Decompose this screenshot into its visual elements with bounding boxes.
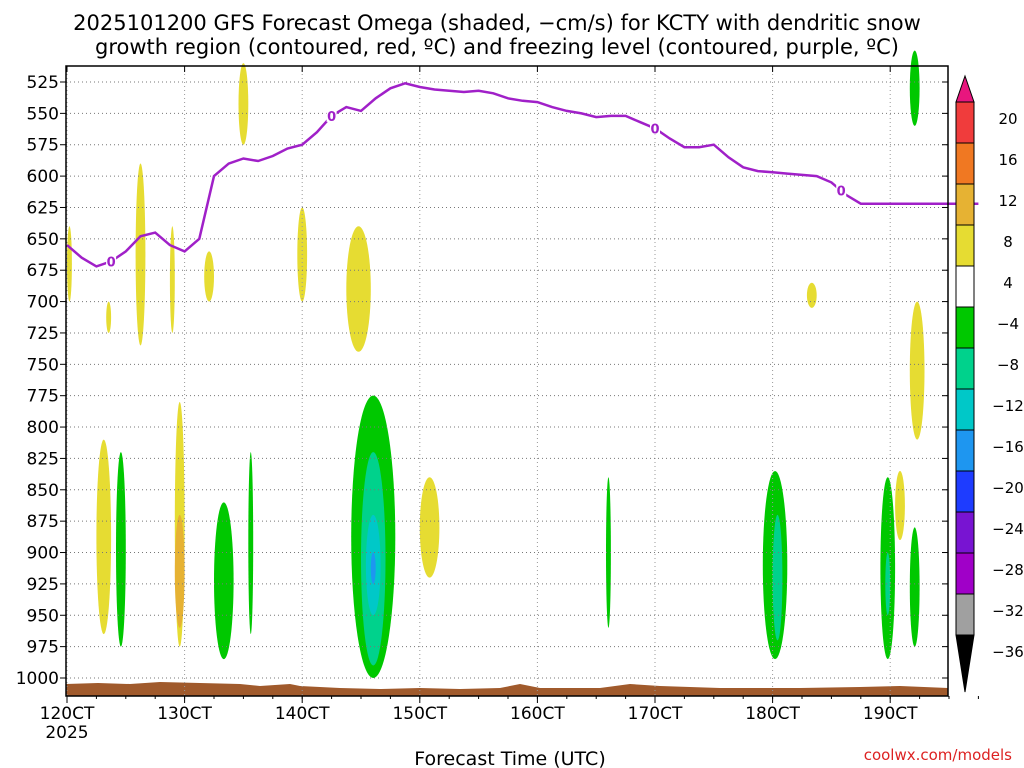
colorbar-tick-label: −4	[997, 315, 1019, 333]
omega-shaded-region	[909, 527, 920, 647]
omega-shaded-region	[346, 226, 371, 352]
freezing-level-label: 0	[107, 255, 116, 270]
omega-shaded-region	[174, 514, 185, 628]
omega-shaded-region	[772, 514, 783, 641]
x-tick-label: 120CT	[40, 704, 95, 724]
omega-shaded-region	[895, 470, 905, 540]
freezing-level-label-bg	[836, 182, 847, 197]
colorbar: 20 16 12 8 4 −4 −8 −12 −16 −20 −24 −28 −32 −36	[955, 74, 1024, 693]
omega-shaded-region	[135, 163, 146, 346]
y-tick-label: 775	[27, 387, 59, 407]
colorbar-band	[955, 593, 975, 636]
colorbar-band	[955, 183, 975, 226]
colorbar-band	[955, 511, 975, 554]
y-tick-label: 925	[27, 575, 59, 595]
chart-title-line2: growth region (contoured, red, ºC) and f…	[95, 35, 899, 59]
plot-area: 0 0 0 0 525 550 575 600 625 650 675 700 725 750 775 800…	[16, 50, 979, 743]
y-tick-label: 675	[27, 261, 59, 281]
omega-shaded-region	[204, 251, 215, 302]
colorbar-bottom-arrow	[955, 634, 975, 693]
colorbar-top-arrow	[955, 74, 975, 103]
colorbar-band	[955, 101, 975, 144]
colorbar-tick-label: 4	[1003, 274, 1013, 292]
x-tick-label: 190CT	[863, 704, 918, 724]
x-tick-label: 150CT	[392, 704, 447, 724]
colorbar-band	[955, 388, 975, 431]
freezing-level-label-bg	[326, 107, 337, 122]
omega-shaded-region	[806, 282, 817, 308]
y-tick-label: 1000	[16, 669, 59, 689]
colorbar-band	[955, 142, 975, 185]
omega-shaded-region	[909, 50, 920, 126]
omega-shaded-region	[885, 552, 891, 616]
y-tick-label: 725	[27, 324, 59, 344]
omega-shaded-region	[419, 477, 440, 578]
freezing-level-label: 0	[837, 185, 846, 200]
colorbar-band	[955, 224, 975, 267]
colorbar-tick-label: 20	[998, 110, 1017, 128]
colorbar-band	[955, 347, 975, 390]
colorbar-tick-label: −28	[992, 561, 1024, 579]
omega-shaded-region	[606, 477, 611, 628]
omega-shaded-region	[169, 226, 175, 333]
freezing-level-label: 0	[327, 110, 336, 125]
x-tick-label: 130CT	[157, 704, 212, 724]
terrain-strip	[66, 682, 948, 696]
colorbar-tick-label: −24	[992, 520, 1024, 538]
chart-title-line1: 2025101200 GFS Forecast Omega (shaded, −…	[73, 11, 921, 35]
omega-shaded-region	[116, 452, 126, 647]
colorbar-band	[955, 265, 975, 308]
freezing-level-line	[66, 81, 979, 268]
y-tick-label: 575	[27, 136, 59, 156]
x-tick-label: 180CT	[745, 704, 800, 724]
colorbar-tick-label: −8	[997, 356, 1019, 374]
freezing-level-label-bg	[650, 120, 660, 135]
omega-shaded-region	[248, 452, 254, 635]
colorbar-tick-label: −12	[992, 397, 1024, 415]
plot-background	[66, 66, 948, 696]
y-tick-label: 850	[27, 481, 59, 501]
omega-shaded-region	[909, 301, 925, 440]
colorbar-tick-label: −32	[992, 602, 1024, 620]
credit-link[interactable]: coolwx.com/models	[864, 746, 1012, 764]
y-tick-label: 750	[27, 355, 59, 375]
y-tick-label: 700	[27, 293, 59, 313]
omega-shaded-region	[106, 301, 112, 333]
y-tick-label: 900	[27, 544, 59, 564]
x-axis-label: Forecast Time (UTC)	[414, 748, 605, 768]
plot-frame	[65, 65, 949, 697]
colorbar-tick-label: 16	[998, 151, 1017, 169]
colorbar-band	[955, 306, 975, 349]
colorbar-tick-label: −20	[992, 479, 1024, 497]
y-tick-label: 650	[27, 230, 59, 250]
colorbar-tick-label: −16	[992, 438, 1024, 456]
x-tick-label: 160CT	[510, 704, 565, 724]
colorbar-tick-label: 12	[998, 192, 1017, 210]
omega-shaded-region	[96, 439, 112, 635]
colorbar-band	[955, 552, 975, 595]
colorbar-tick-label: −36	[992, 643, 1024, 661]
y-tick-label: 800	[27, 418, 59, 438]
y-tick-label: 875	[27, 512, 59, 532]
freezing-level-label: 0	[650, 122, 659, 137]
y-tick-label: 625	[27, 198, 59, 218]
x-tick-label: 170CT	[628, 704, 683, 724]
y-tick-label: 525	[27, 73, 59, 93]
colorbar-band	[955, 470, 975, 513]
y-tick-label: 550	[27, 104, 59, 124]
y-tick-label: 950	[27, 606, 59, 626]
omega-shaded-region	[370, 552, 376, 584]
x-year-label: 2025	[45, 723, 88, 743]
omega-shaded-region	[238, 63, 249, 145]
omega-shaded-region	[214, 502, 234, 660]
omega-shaded-region	[67, 226, 72, 302]
x-tick-label: 140CT	[275, 704, 330, 724]
colorbar-band	[955, 429, 975, 472]
y-tick-label: 600	[27, 167, 59, 187]
freezing-level-label-bg	[106, 253, 117, 268]
colorbar-tick-label: 8	[1003, 233, 1013, 251]
y-tick-label: 975	[27, 638, 59, 658]
y-tick-label: 825	[27, 449, 59, 469]
